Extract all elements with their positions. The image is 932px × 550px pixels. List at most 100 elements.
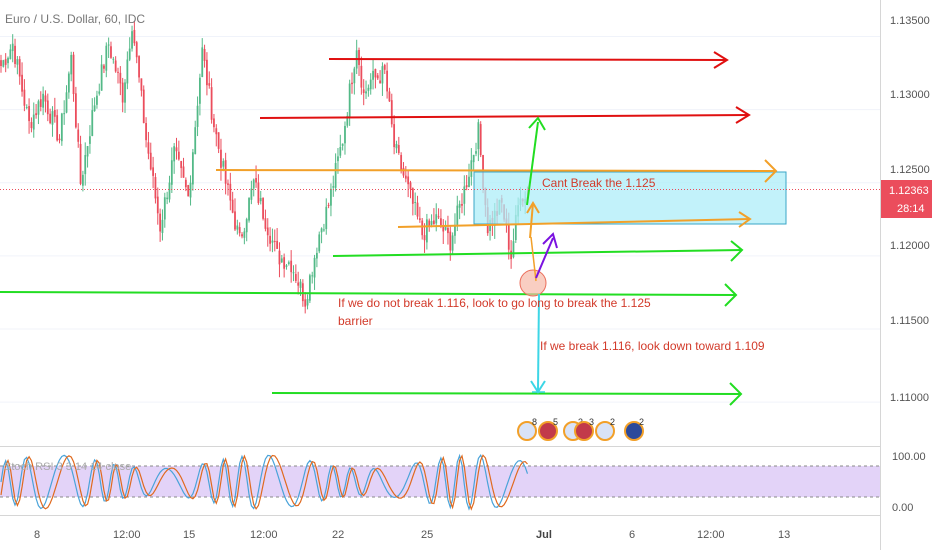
candle-body xyxy=(2,60,5,67)
red-trendline-1[interactable] xyxy=(328,58,728,61)
time-label-7: Jul xyxy=(536,529,552,541)
candle-body xyxy=(372,70,374,80)
zone-label[interactable]: Cant Break the 1.125 xyxy=(542,176,656,190)
red-trendline-2[interactable] xyxy=(259,114,750,119)
candle-body xyxy=(316,252,318,259)
arrowhead-icon xyxy=(542,232,558,249)
time-label-3: 15 xyxy=(183,529,195,541)
candle-body xyxy=(442,225,445,232)
candle-body xyxy=(114,60,117,72)
candle-body xyxy=(58,138,61,141)
time-label-9: 12:00 xyxy=(697,529,725,541)
candle-body xyxy=(44,95,47,102)
event-badge-icon[interactable] xyxy=(574,421,594,441)
resistance-zone-box[interactable] xyxy=(473,171,787,225)
candle-body xyxy=(63,113,66,115)
green-breakout-arrow[interactable] xyxy=(526,121,539,206)
price-tick-3: 1.12500 xyxy=(890,164,930,176)
event-badge-icon[interactable] xyxy=(595,421,615,441)
candle-body xyxy=(339,147,342,156)
candle-body xyxy=(475,151,477,154)
time-label-10: 13 xyxy=(778,529,790,541)
candle-body xyxy=(472,154,475,163)
candle-body xyxy=(72,54,75,95)
candle-body xyxy=(222,161,225,167)
event-badge-count: 2 xyxy=(639,417,644,427)
candle-body xyxy=(334,163,337,188)
candle-body xyxy=(30,122,33,129)
candle-body xyxy=(166,197,169,200)
candle-body xyxy=(386,70,388,92)
green-support-line-1[interactable] xyxy=(332,249,743,257)
candle-body xyxy=(369,79,372,90)
candle-body xyxy=(131,31,133,49)
candle-body xyxy=(388,91,391,102)
candle-body xyxy=(79,143,82,184)
candle-body xyxy=(199,77,201,104)
time-label-2: 12:00 xyxy=(113,529,141,541)
candle-body xyxy=(292,272,295,274)
candle-body xyxy=(210,87,213,120)
orange-small-arrow[interactable] xyxy=(529,202,534,239)
event-badge-icon[interactable] xyxy=(538,421,558,441)
candle-body xyxy=(51,111,54,125)
candle-body xyxy=(416,202,419,217)
candle-body xyxy=(437,216,440,218)
candle-body xyxy=(360,65,363,88)
candle-body xyxy=(161,219,164,233)
candle-body xyxy=(454,224,456,236)
candle-body xyxy=(105,45,108,71)
time-axis[interactable]: 8 12:00 15 12:00 22 25 Jul 6 12:00 13 xyxy=(0,515,880,542)
candle-body xyxy=(367,87,370,91)
candle-body xyxy=(447,227,449,234)
cyan-down-arrow[interactable] xyxy=(537,293,540,391)
candle-body xyxy=(215,128,218,135)
candle-body xyxy=(311,275,314,277)
event-badge-icon[interactable] xyxy=(517,421,537,441)
pivot-highlight-circle[interactable] xyxy=(519,269,547,297)
candle-body xyxy=(468,176,470,188)
candle-body xyxy=(140,78,143,91)
chart-title: Euro / U.S. Dollar, 60, IDC xyxy=(5,12,145,26)
candle-body xyxy=(374,69,377,78)
candle-body xyxy=(458,203,461,208)
candle-body xyxy=(180,161,183,169)
candle-body xyxy=(308,275,311,301)
candle-body xyxy=(510,250,513,260)
purple-bounce-arrow[interactable] xyxy=(535,237,554,279)
short-scenario-note[interactable]: If we break 1.116, look down toward 1.10… xyxy=(540,339,765,353)
candle-body xyxy=(163,197,166,220)
candle-body xyxy=(358,49,360,65)
long-scenario-note[interactable]: If we do not break 1.116, look to go lon… xyxy=(338,296,651,310)
event-badge-count: 8 xyxy=(532,417,537,427)
candle-body xyxy=(145,123,147,141)
economic-events[interactable]: 853322 xyxy=(517,417,644,441)
candle-body xyxy=(409,182,412,189)
candle-body xyxy=(35,113,37,116)
candle-body xyxy=(248,198,250,221)
drawings-layer[interactable]: Cant Break the 1.125 If we do not break … xyxy=(0,51,787,406)
candle-body xyxy=(435,214,438,224)
candle-body xyxy=(255,178,257,183)
event-badge-icon[interactable] xyxy=(624,421,644,441)
arrowhead-icon xyxy=(713,51,729,69)
green-support-line-2[interactable] xyxy=(0,291,737,296)
candle-body xyxy=(124,82,126,103)
candle-body xyxy=(89,136,91,144)
orange-resistance-line[interactable] xyxy=(215,169,777,172)
candle-body xyxy=(283,257,286,269)
orange-support-line[interactable] xyxy=(397,218,751,228)
candle-body xyxy=(301,283,304,302)
candle-body xyxy=(142,89,145,124)
candle-body xyxy=(14,45,16,64)
green-target-line[interactable] xyxy=(271,392,742,395)
candle-body xyxy=(7,57,9,64)
candle-body xyxy=(285,265,288,267)
candle-body xyxy=(184,179,187,188)
candle-body xyxy=(273,240,276,242)
candle-body xyxy=(507,224,510,250)
long-scenario-note-line2[interactable]: barrier xyxy=(338,314,373,328)
